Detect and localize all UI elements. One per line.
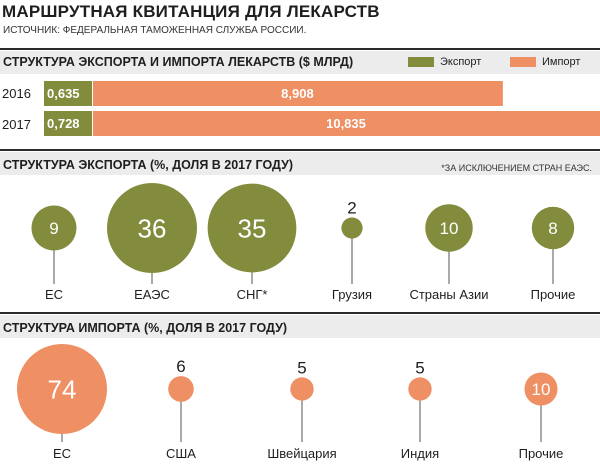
- export-bubble: [31, 205, 77, 251]
- import-bubble: [168, 376, 194, 402]
- export-category-label: Грузия: [332, 287, 372, 302]
- legend-export-label: Экспорт: [440, 56, 482, 68]
- export-bubble-value: 8: [548, 219, 557, 238]
- import-category-label: Индия: [401, 446, 439, 461]
- export-value-label: 0,635: [47, 86, 80, 101]
- import-value-label: 10,835: [326, 116, 366, 131]
- export-value-label: 0,728: [47, 116, 80, 131]
- page-title: МАРШРУТНАЯ КВИТАНЦИЯ ДЛЯ ЛЕКАРСТВ: [2, 2, 380, 21]
- year-label-2017: 2017: [2, 117, 31, 132]
- export-bubble: [207, 183, 297, 273]
- export-footnote: *ЗА ИСКЛЮЧЕНИЕМ СТРАН ЕАЭС.: [441, 163, 592, 173]
- import-bar-2017: [93, 111, 600, 136]
- export-bubble-value: 36: [138, 213, 167, 243]
- source-note: ИСТОЧНИК: ФЕДЕРАЛЬНАЯ ТАМОЖЕННАЯ СЛУЖБА …: [3, 25, 307, 36]
- import-bubble-value: 74: [48, 374, 77, 404]
- import-bubble-value: 5: [297, 358, 306, 377]
- import-chart-title: СТРУКТУРА ИМПОРТА (%, ДОЛЯ В 2017 ГОДУ): [3, 321, 288, 335]
- export-bubble: [107, 183, 197, 273]
- export-chart-title: СТРУКТУРА ЭКСПОРТА (%, ДОЛЯ В 2017 ГОДУ): [3, 158, 294, 172]
- import-section-band: [0, 315, 600, 338]
- import-bubble: [17, 344, 107, 434]
- trade-chart-title: СТРУКТУРА ЭКСПОРТА И ИМПОРТА ЛЕКАРСТВ ($…: [3, 55, 354, 69]
- export-category-label: Прочие: [531, 287, 576, 302]
- section-divider: [0, 149, 600, 151]
- import-bubble-value: 5: [415, 358, 424, 377]
- export-bubble-value: 10: [440, 219, 459, 238]
- import-bubble: [290, 377, 314, 401]
- import-bar-2016: [93, 81, 503, 106]
- section-divider: [0, 312, 600, 314]
- trade-section-band: [0, 51, 600, 74]
- legend-import: Импорт: [510, 56, 580, 68]
- import-value-label: 8,908: [281, 86, 314, 101]
- import-bubble: [408, 377, 432, 401]
- export-bar-2017: [44, 111, 92, 136]
- export-category-label: ЕС: [45, 287, 63, 302]
- legend-export: Экспорт: [408, 56, 481, 68]
- import-category-label: ЕС: [53, 446, 71, 461]
- export-bubble: [341, 217, 363, 239]
- export-category-label: Страны Азии: [409, 287, 488, 302]
- export-bubble: [425, 204, 473, 252]
- legend-export-swatch: [408, 57, 434, 67]
- export-bar-2016: [44, 81, 92, 106]
- export-bubble: [531, 206, 575, 250]
- legend-import-swatch: [510, 57, 536, 67]
- section-divider: [0, 48, 600, 50]
- import-category-label: Швейцария: [267, 446, 336, 461]
- import-category-label: Прочие: [519, 446, 564, 461]
- import-category-label: США: [166, 446, 196, 461]
- import-bubble: [524, 372, 558, 406]
- import-bubble-value: 6: [176, 357, 185, 376]
- year-label-2016: 2016: [2, 86, 31, 101]
- export-bubble-value: 35: [238, 213, 267, 243]
- export-section-band: [0, 152, 600, 175]
- legend-import-label: Импорт: [542, 56, 581, 68]
- export-category-label: ЕАЭС: [134, 287, 170, 302]
- export-bubble-value: 2: [347, 198, 356, 217]
- import-bubble-value: 10: [532, 380, 551, 399]
- export-bubble-value: 9: [49, 219, 58, 238]
- export-category-label: СНГ*: [237, 287, 268, 302]
